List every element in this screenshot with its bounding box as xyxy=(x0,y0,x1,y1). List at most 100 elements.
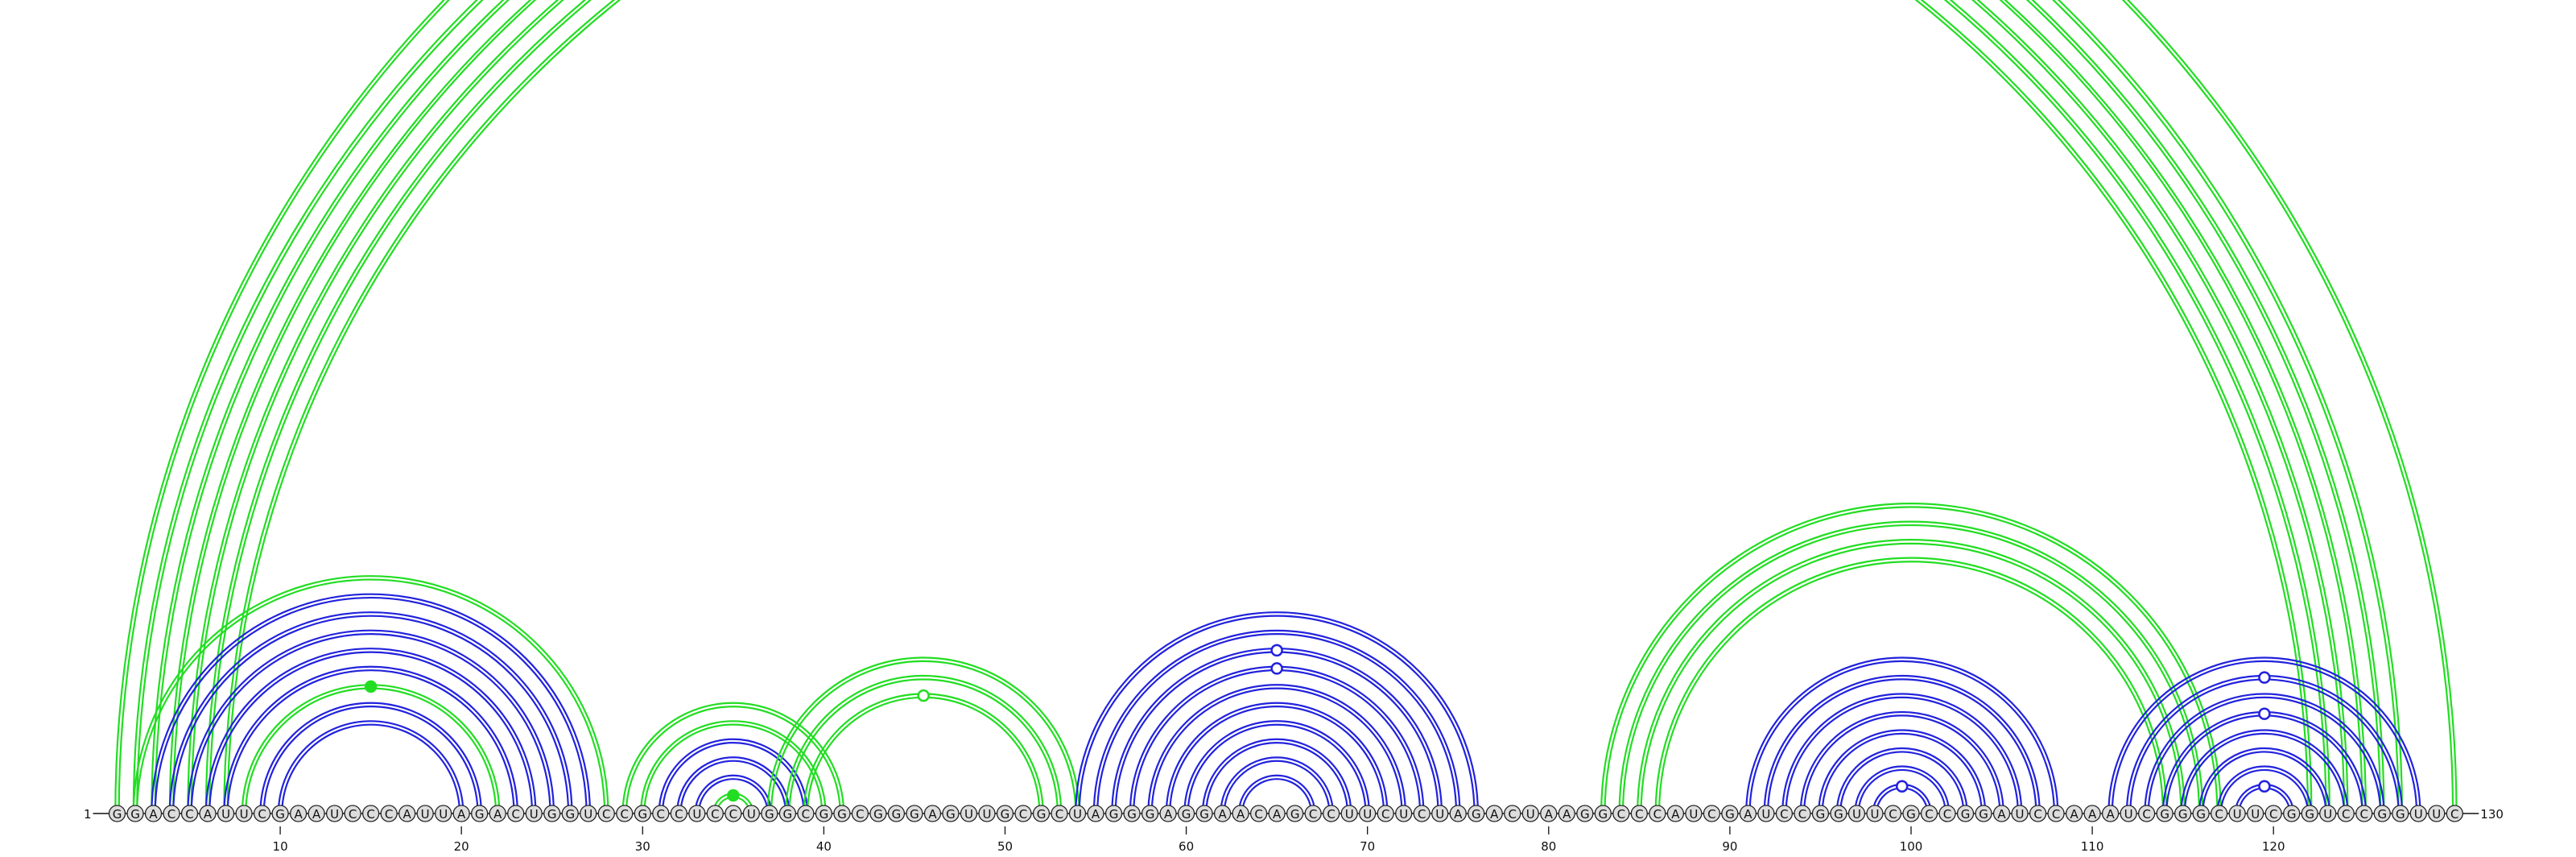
nucleotide-letter: C xyxy=(1889,807,1897,822)
nucleotide-letter: C xyxy=(1055,807,1063,822)
nucleotide-letter: G xyxy=(1127,807,1137,822)
tick-label: 110 xyxy=(2081,839,2104,854)
nucleotide-15: C xyxy=(361,805,380,822)
nucleotide-104: G xyxy=(1975,805,1992,822)
nucleotide-letter: C xyxy=(1943,807,1951,822)
base-pair-arc-30-40 xyxy=(643,723,824,814)
nucleotide-letter: G xyxy=(565,807,575,822)
nucleotide-letter: G xyxy=(275,807,285,822)
base-pair-arc-96-103 xyxy=(1839,751,1965,814)
base-pair-arc-37-54 xyxy=(766,656,1080,814)
nucleotide-letter: G xyxy=(2160,807,2169,822)
nucleotide-45: G xyxy=(906,805,923,822)
nucleotide-letter: C xyxy=(2142,807,2150,822)
nucleotide-47: G xyxy=(942,805,960,822)
nucleotide-letter: G xyxy=(1906,807,1916,822)
nucleotide-14: C xyxy=(344,805,361,822)
nucleotide-letter: C xyxy=(1925,807,1933,822)
nucleotide-letter: C xyxy=(366,807,374,822)
nucleotide-letter: G xyxy=(1979,807,1988,822)
nucleotide-78: C xyxy=(1504,805,1521,822)
base-pair-arc-38-53 xyxy=(785,674,1063,814)
nucleotide-8: U xyxy=(235,805,253,822)
nucleotide-letter: G xyxy=(1146,807,1155,822)
nucleotide-49: U xyxy=(978,805,996,822)
base-pair-arc-62-68 xyxy=(1220,756,1334,814)
nucleotide-44: G xyxy=(887,805,906,822)
nucleotide-117: C xyxy=(2211,805,2228,822)
nucleotide-122: G xyxy=(2301,805,2318,822)
base-pair-arc-54-76 xyxy=(1075,611,1480,814)
nucleotide-letter: U xyxy=(584,807,592,822)
nucleotide-letter: A xyxy=(1997,807,2006,822)
nucleotide-55: A xyxy=(1087,805,1104,822)
base-pair-arc-37-54 xyxy=(770,660,1077,814)
base-pair-arc-32-38 xyxy=(679,760,787,814)
nucleotide-18: U xyxy=(416,805,434,822)
nucleotide-letter: A xyxy=(1273,807,1282,822)
tick-label: 100 xyxy=(1900,839,1923,854)
nucleotide-92: U xyxy=(1757,805,1775,822)
nucleotide-letter: A xyxy=(403,807,412,822)
nucleotide-22: A xyxy=(489,805,506,822)
nucleotide-54: U xyxy=(1068,805,1087,822)
base-pair-arc-61-69 xyxy=(1201,738,1352,814)
base-pair-arc-39-52 xyxy=(803,693,1044,814)
base-pair-arc-84-116 xyxy=(1621,524,2201,814)
nucleotide-letter: U xyxy=(1363,807,1372,822)
nucleotide-41: G xyxy=(833,805,851,822)
nucleotide-79: U xyxy=(1521,805,1539,822)
nucleotide-95: G xyxy=(1811,805,1830,822)
nucleotide-letter: C xyxy=(385,807,393,822)
base-pair-arc-2-28 xyxy=(132,575,609,814)
base-pair-arc-31-39 xyxy=(661,742,805,814)
base-pair-arc-4-26 xyxy=(172,615,570,814)
nucleotide-letter: A xyxy=(294,807,303,822)
nucleotide-letter: C xyxy=(511,807,519,822)
nucleotide-letter: G xyxy=(1182,807,1191,822)
base-pair-arc-113-126 xyxy=(2147,696,2382,814)
nucleotide-76: G xyxy=(1468,805,1485,822)
base-pair-arc-93-106 xyxy=(1781,693,2023,814)
base-pair-arc-59-71 xyxy=(1169,706,1385,814)
nucleotide-89: C xyxy=(1703,805,1721,822)
nucleotide-letter: U xyxy=(240,807,249,822)
nucleotide-70: U xyxy=(1359,805,1377,822)
base-pair-arc-91-108 xyxy=(1745,656,2059,814)
nucleotide-38: G xyxy=(778,805,797,822)
nucleotide-letter: G xyxy=(1725,807,1735,822)
nucleotide-letter: U xyxy=(2016,807,2025,822)
nucleotide-letter: A xyxy=(1671,807,1680,822)
base-pair-arc-9-21 xyxy=(262,706,479,814)
arc-apex-marker-114-125 xyxy=(2258,707,2271,720)
nucleotide-116: G xyxy=(2192,805,2210,822)
base-pair-arc-116-123 xyxy=(2202,751,2327,814)
base-pair-arc-5-25 xyxy=(187,629,555,814)
base-pair-arc-57-73 xyxy=(1133,669,1422,814)
nucleotide-119: U xyxy=(2247,805,2264,822)
nucleotide-letter: A xyxy=(1545,807,1554,822)
arc-apex-marker-34-36 xyxy=(727,789,740,802)
nucleotide-letter: C xyxy=(1617,807,1625,822)
nucleotide-letter: U xyxy=(1399,807,1408,822)
nucleotide-letter: C xyxy=(621,807,629,822)
nucleotide-letter: C xyxy=(1381,807,1389,822)
nucleotide-letter: U xyxy=(421,807,430,822)
nucleotide-130: C xyxy=(2446,805,2463,822)
base-pair-arc-59-71 xyxy=(1165,702,1389,814)
nucleotide-98: U xyxy=(1866,805,1884,822)
nucleotide-28: C xyxy=(597,805,615,822)
nucleotide-4: C xyxy=(163,805,180,822)
nucleotide-77: A xyxy=(1485,805,1503,822)
nucleotide-128: U xyxy=(2409,805,2427,822)
nucleotide-91: A xyxy=(1739,805,1757,822)
nucleotide-letter: G xyxy=(1834,807,1843,822)
base-pair-arc-92-107 xyxy=(1767,678,2037,814)
nucleotide-56: G xyxy=(1104,805,1123,822)
nucleotide-letter: A xyxy=(149,807,158,822)
nucleotide-letter: A xyxy=(1490,807,1499,822)
nucleotide-83: G xyxy=(1594,805,1612,822)
tick-label: 10 xyxy=(273,839,288,854)
nucleotide-118: U xyxy=(2228,805,2246,822)
base-pair-arc-6-24 xyxy=(204,648,537,814)
